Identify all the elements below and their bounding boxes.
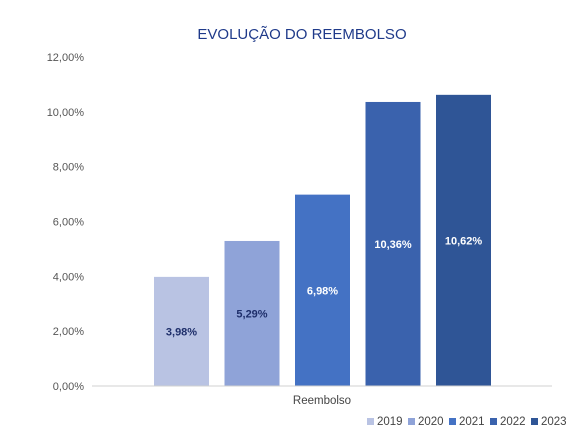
legend: 2019 2020 2021 2022 2023 <box>367 416 567 428</box>
legend-swatch-2019 <box>367 418 374 425</box>
legend-swatch-2021 <box>449 418 456 425</box>
data-label-2019: 3,98% <box>166 326 197 338</box>
y-tick-label: 10,00% <box>47 107 85 119</box>
bars <box>154 94 491 387</box>
y-axis: 0,00% 2,00% 4,00% 6,00% 8,00% 10,00% 12,00% <box>47 52 85 393</box>
data-labels: 3,98% 5,29% 6,98% 10,36% 10,62% <box>166 235 482 338</box>
y-tick-label: 8,00% <box>53 162 84 174</box>
bar-2020 <box>224 240 280 386</box>
legend-label-2021: 2021 <box>459 416 485 428</box>
y-tick-label: 2,00% <box>53 326 84 338</box>
y-tick-label: 12,00% <box>47 52 85 64</box>
legend-label-2020: 2020 <box>418 416 444 428</box>
bar-2019 <box>154 276 209 386</box>
legend-label-2023: 2023 <box>541 416 567 428</box>
legend-swatch-2023 <box>531 418 538 425</box>
data-label-2021: 6,98% <box>307 285 338 297</box>
legend-swatch-2020 <box>408 418 415 425</box>
data-label-2023: 10,62% <box>445 235 483 247</box>
chart-title: EVOLUÇÃO DO REEMBOLSO <box>197 26 406 43</box>
y-tick-label: 4,00% <box>53 271 84 283</box>
bar-2021 <box>295 194 350 386</box>
data-label-2022: 10,36% <box>374 239 412 251</box>
data-label-2020: 5,29% <box>236 308 267 320</box>
bar-2022 <box>365 101 421 387</box>
bar-2023 <box>436 94 491 387</box>
y-tick-label: 6,00% <box>53 217 84 229</box>
y-tick-label: 0,00% <box>53 381 84 393</box>
legend-label-2019: 2019 <box>377 416 403 428</box>
legend-swatch-2022 <box>490 418 497 425</box>
legend-label-2022: 2022 <box>500 416 526 428</box>
x-category-label: Reembolso <box>293 395 351 407</box>
